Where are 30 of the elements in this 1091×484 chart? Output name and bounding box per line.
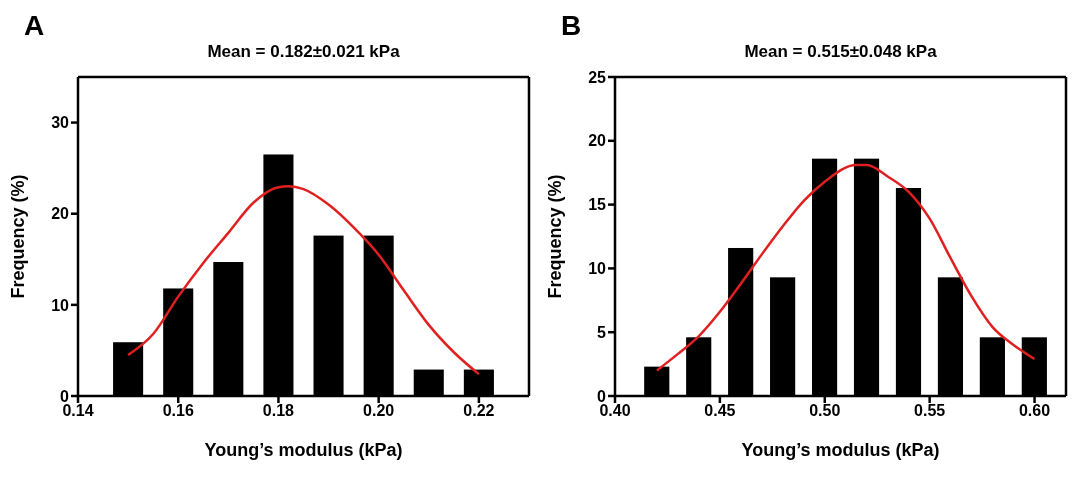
text: B bbox=[561, 10, 582, 42]
y-tick-label: 15 bbox=[588, 196, 607, 214]
y-tick-label: 25 bbox=[588, 68, 607, 86]
x-axis-title: Young’s modulus (kPa) bbox=[204, 440, 403, 460]
x-tick-label: 0.45 bbox=[704, 402, 736, 420]
y-tick-label: 10 bbox=[588, 260, 607, 278]
x-tick-label: 0.22 bbox=[463, 402, 495, 420]
y-tick-label: 20 bbox=[51, 205, 70, 223]
line-series bbox=[126, 185, 481, 376]
y-axis-title: Frequency (%) bbox=[545, 174, 566, 299]
y-axis-title: Frequency (%) bbox=[8, 174, 29, 299]
text: A bbox=[24, 10, 45, 42]
x-tick-label: 0.50 bbox=[809, 402, 841, 420]
x-tick-label: 0.60 bbox=[1018, 402, 1051, 420]
x-tick-label: 0.55 bbox=[914, 402, 946, 420]
y-tick-label: 0 bbox=[60, 387, 70, 405]
chart-title: Mean = 0.515±0.048 kPa bbox=[743, 42, 938, 62]
y-tick-label: 30 bbox=[51, 114, 70, 132]
y-tick-label: 20 bbox=[588, 132, 607, 150]
y-tick-label: 10 bbox=[51, 296, 70, 314]
x-tick-label: 0.18 bbox=[262, 402, 295, 420]
y-tick-label: 0 bbox=[597, 387, 607, 405]
x-tick-label: 0.14 bbox=[62, 402, 94, 420]
chart-title: Mean = 0.182±0.021 kPa bbox=[206, 42, 401, 62]
line-series bbox=[655, 163, 1036, 372]
x-axis-title: Young’s modulus (kPa) bbox=[741, 440, 940, 460]
x-tick-label: 0.16 bbox=[162, 402, 194, 420]
x-tick-label: 0.40 bbox=[599, 402, 631, 420]
x-tick-label: 0.20 bbox=[363, 402, 395, 420]
y-tick-label: 5 bbox=[597, 323, 607, 341]
